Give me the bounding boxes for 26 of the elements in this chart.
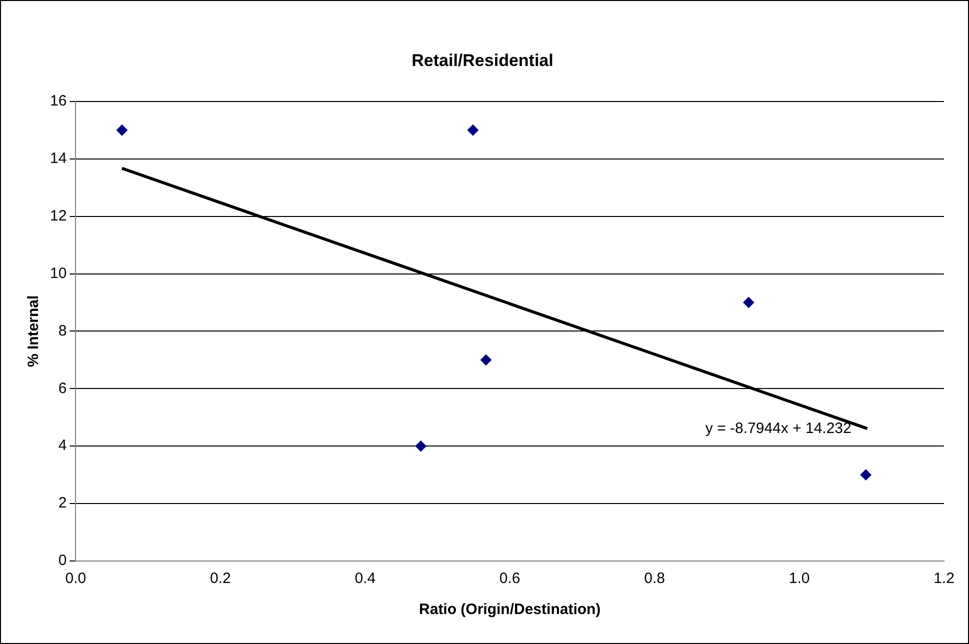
y-tick-label: 12: [50, 207, 67, 224]
point: [116, 124, 128, 136]
x-tick-label: 0.6: [499, 570, 520, 588]
point: [467, 124, 478, 136]
x-tick-label: 0.4: [354, 570, 376, 588]
x-tick-label: 0.0: [65, 570, 86, 588]
y-tick-label: 0: [58, 552, 67, 570]
point: [415, 440, 426, 452]
point: [860, 469, 872, 480]
y-tick-label: 2: [58, 494, 67, 512]
point: [743, 296, 754, 308]
y-tick-label: 8: [58, 322, 67, 340]
y-tick-label: 6: [58, 380, 67, 397]
chart-title: Retail/Residential: [412, 50, 554, 70]
y-tick-label: 14: [50, 150, 67, 167]
y-tick-label: 10: [50, 264, 67, 282]
y-axis-title: % Internal: [25, 295, 42, 368]
y-tick-label: 4: [58, 437, 67, 454]
annotation: y = -8.7944x + 14.232: [705, 420, 852, 438]
x-axis-title: Ratio (Origin/Destination): [419, 601, 601, 618]
x-tick-label: 0.2: [210, 570, 231, 588]
x-tick-label: 1.2: [934, 570, 954, 588]
point: [480, 354, 492, 366]
x-tick-label: 0.8: [644, 570, 665, 588]
x-tick-label: 1.0: [788, 570, 810, 588]
y-tick-label: 16: [50, 92, 67, 110]
